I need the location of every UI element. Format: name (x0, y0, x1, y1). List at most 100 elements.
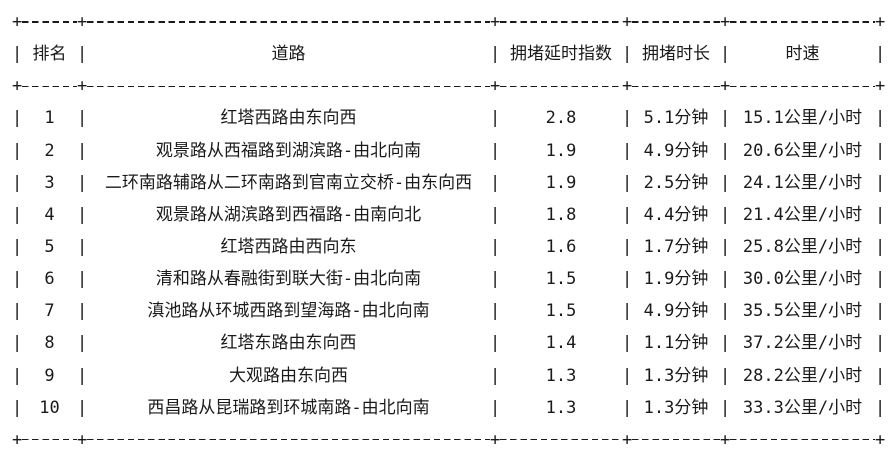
column-separator: | (490, 365, 501, 386)
column-separator: | (875, 365, 886, 386)
column-separator: | (720, 140, 731, 161)
cell-duration: 4.4分钟 (643, 204, 709, 225)
cell-delay-index: 1.4 (545, 333, 577, 354)
column-separator: | (622, 204, 633, 225)
cell-delay-index: 1.8 (545, 204, 577, 225)
border-dashes (22, 424, 77, 456)
cell-duration: 1.1分钟 (643, 333, 709, 354)
border-corner-plus: + (77, 76, 88, 97)
header-row: | 排名 | 道路 | 拥堵延时指数 | 拥堵时长 | 时速 | (12, 38, 885, 70)
column-separator: | (875, 397, 886, 418)
cell-duration: 1.7分钟 (643, 236, 709, 257)
cell-duration: 5.1分钟 (643, 108, 709, 129)
column-separator: | (490, 44, 501, 65)
cell-speed: 30.0公里/小时 (742, 269, 863, 290)
border-dashes (730, 424, 875, 456)
cell-road: 红塔西路由东向西 (220, 108, 357, 129)
table-row: | 2 | 观景路从西福路到湖滨路-由北向南 | 1.9 | 4.9分钟 | 20.6公里/小时 | (12, 135, 885, 167)
border-dashes (730, 6, 875, 38)
cell-rank: 3 (44, 172, 55, 193)
table-row: | 4 | 观景路从湖滨路到西福路-由南向北 | 1.8 | 4.4分钟 | 21.4公里/小时 | (12, 199, 885, 231)
cell-road: 红塔东路由东向西 (220, 333, 357, 354)
column-separator: | (622, 236, 633, 257)
cell-speed: 20.6公里/小时 (742, 140, 863, 161)
column-separator: | (720, 204, 731, 225)
table-row: | 8 | 红塔东路由东向西 | 1.4 | 1.1分钟 | 37.2公里/小时 | (12, 327, 885, 359)
column-separator: | (622, 397, 633, 418)
column-separator: | (77, 108, 88, 129)
column-separator: | (77, 44, 88, 65)
border-corner-plus: + (720, 76, 731, 97)
cell-delay-index: 1.9 (545, 172, 577, 193)
column-separator: | (875, 108, 886, 129)
column-separator: | (875, 44, 886, 65)
border-corner-plus: + (622, 429, 633, 450)
cell-speed: 25.8公里/小时 (742, 236, 863, 257)
table-row: | 5 | 红塔西路由西向东 | 1.6 | 1.7分钟 | 25.8公里/小时 | (12, 231, 885, 263)
table-row: | 9 | 大观路由东向西 | 1.3 | 1.3分钟 | 28.2公里/小时 | (12, 360, 885, 392)
column-separator: | (490, 236, 501, 257)
border-corner-plus: + (490, 429, 501, 450)
table-row: | 10 | 西昌路从昆瑞路到环城南路-由北向南 | 1.3 | 1.3分钟 | 33.3公里/小… (12, 392, 885, 424)
column-separator: | (12, 140, 23, 161)
column-separator: | (720, 236, 731, 257)
column-separator: | (490, 172, 501, 193)
column-separator: | (77, 333, 88, 354)
cell-road: 红塔西路由西向东 (220, 236, 357, 257)
column-separator: | (12, 365, 23, 386)
cell-duration: 1.3分钟 (643, 365, 709, 386)
cell-delay-index: 2.8 (545, 108, 577, 129)
cell-duration: 2.5分钟 (643, 172, 709, 193)
column-separator: | (622, 269, 633, 290)
border-corner-plus: + (77, 429, 88, 450)
cell-delay-index: 1.3 (545, 397, 577, 418)
border-dashes (500, 6, 622, 38)
column-separator: | (77, 301, 88, 322)
cell-rank: 4 (44, 204, 55, 225)
column-separator: | (622, 333, 633, 354)
cell-speed: 28.2公里/小时 (742, 365, 863, 386)
border-corner-plus: + (77, 12, 88, 32)
column-separator: | (720, 333, 731, 354)
cell-speed: 33.3公里/小时 (742, 397, 863, 418)
table-row: | 3 | 二环南路辅路从二环南路到官南立交桥-由东向西 | 1.9 | 2.5分钟 | 24.1… (12, 167, 885, 199)
cell-rank: 7 (44, 301, 55, 322)
column-separator: | (875, 140, 886, 161)
border-corner-plus: + (875, 429, 886, 450)
border-corner-plus: + (622, 12, 633, 32)
cell-rank: 1 (44, 108, 55, 129)
border-dashes (87, 6, 490, 38)
column-separator: | (622, 301, 633, 322)
table-border-line: + + + + + + (12, 424, 885, 456)
column-separator: | (77, 236, 88, 257)
border-dashes (632, 424, 720, 456)
column-separator: | (490, 301, 501, 322)
cell-delay-index: 1.5 (545, 269, 577, 290)
header-cell-road: 道路 (271, 44, 306, 65)
cell-duration: 1.9分钟 (643, 269, 709, 290)
column-separator: | (12, 397, 23, 418)
column-separator: | (12, 269, 23, 290)
column-separator: | (720, 301, 731, 322)
column-separator: | (77, 269, 88, 290)
column-separator: | (490, 204, 501, 225)
column-separator: | (875, 269, 886, 290)
column-separator: | (622, 108, 633, 129)
column-separator: | (622, 140, 633, 161)
column-separator: | (12, 204, 23, 225)
column-separator: | (12, 172, 23, 193)
column-separator: | (490, 397, 501, 418)
column-separator: | (720, 172, 731, 193)
cell-road: 观景路从西福路到湖滨路-由北向南 (155, 140, 422, 161)
border-dashes (632, 6, 720, 38)
border-corner-plus: + (12, 12, 23, 32)
column-separator: | (12, 108, 23, 129)
cell-delay-index: 1.9 (545, 140, 577, 161)
cell-speed: 35.5公里/小时 (742, 301, 863, 322)
column-separator: | (875, 301, 886, 322)
border-corner-plus: + (622, 76, 633, 97)
table-border-line: + + + + + + (12, 6, 885, 38)
header-cell-delay-index: 拥堵延时指数 (510, 44, 612, 65)
cell-rank: 8 (44, 333, 55, 354)
